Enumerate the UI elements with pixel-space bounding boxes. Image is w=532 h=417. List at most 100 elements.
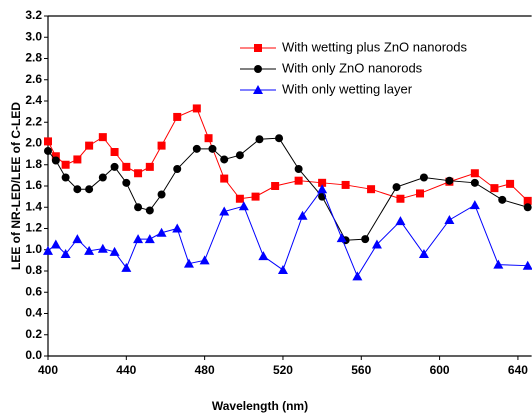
marker [395, 216, 406, 226]
marker [173, 165, 182, 173]
marker [73, 185, 82, 194]
marker [110, 148, 119, 156]
marker [84, 245, 95, 255]
marker [418, 249, 429, 258]
x-tick-label: 400 [38, 363, 58, 377]
series-line [47, 107, 529, 202]
marker [392, 183, 401, 192]
x-tick-label: 640 [508, 363, 528, 377]
marker [470, 169, 479, 178]
marker [208, 144, 217, 153]
y-tick-label: 1.4 [25, 199, 42, 213]
y-tick-label: 2.4 [25, 93, 42, 107]
marker [523, 196, 532, 205]
y-tick-label: 0.4 [25, 306, 42, 320]
marker [72, 234, 83, 244]
marker [73, 155, 82, 164]
y-tick-label: 2.8 [25, 51, 42, 65]
marker [98, 173, 107, 182]
marker [498, 195, 507, 204]
y-tick-label: 0.0 [25, 348, 42, 362]
y-axis-label: LEE of NR-LED/LEE of C-LED [9, 102, 23, 270]
x-tick-label: 520 [273, 363, 293, 377]
series-line [47, 137, 528, 241]
series-line [47, 188, 528, 278]
marker [371, 239, 382, 249]
marker [134, 203, 143, 212]
marker [219, 206, 230, 216]
marker [318, 178, 327, 187]
marker [317, 184, 328, 194]
y-tick-label: 3.2 [25, 8, 42, 22]
marker [121, 262, 132, 272]
marker [294, 165, 303, 173]
marker [44, 146, 52, 155]
marker [145, 162, 154, 171]
marker [173, 112, 182, 121]
marker [61, 173, 70, 182]
marker [367, 185, 376, 194]
marker [255, 135, 264, 144]
marker [352, 271, 363, 281]
marker [522, 260, 532, 270]
y-tick-label: 0.2 [25, 327, 42, 341]
marker [490, 184, 499, 193]
marker [85, 141, 94, 150]
marker [253, 85, 263, 94]
marker [506, 179, 515, 188]
marker [277, 264, 288, 274]
marker [43, 245, 53, 255]
marker [251, 192, 260, 201]
marker [220, 174, 229, 183]
marker [134, 169, 143, 178]
y-tick-label: 1.6 [25, 178, 42, 192]
marker [238, 201, 249, 211]
y-tick-label: 0.8 [25, 263, 42, 277]
x-tick-label: 560 [351, 363, 371, 377]
marker [122, 178, 131, 187]
marker [470, 178, 479, 187]
x-axis-label: Wavelength (nm) [212, 399, 308, 413]
marker [294, 176, 303, 185]
marker [183, 258, 194, 268]
marker [419, 173, 428, 182]
marker [361, 235, 370, 244]
x-tick-label: 440 [116, 363, 136, 377]
marker [444, 215, 455, 224]
marker [258, 251, 269, 261]
marker [144, 234, 155, 244]
y-tick-label: 3.0 [25, 29, 42, 43]
marker [192, 104, 201, 113]
marker [254, 65, 262, 73]
marker [271, 182, 280, 190]
marker [85, 185, 94, 194]
marker [51, 156, 60, 165]
marker [416, 189, 425, 198]
y-tick-label: 2.2 [25, 114, 42, 128]
legend-label: With only wetting layer [282, 81, 413, 96]
legend-label: With only ZnO nanorods [282, 60, 423, 75]
marker [493, 259, 504, 269]
marker [445, 176, 454, 185]
y-tick-label: 1.0 [25, 242, 42, 256]
legend: With wetting plus ZnO nanorods With only … [240, 39, 467, 96]
y-tick-label: 2.6 [25, 72, 42, 86]
marker [61, 160, 70, 169]
marker [157, 190, 166, 199]
marker [122, 162, 131, 171]
marker [51, 152, 60, 161]
marker [60, 249, 71, 258]
marker [109, 246, 120, 256]
x-tick-label: 480 [195, 363, 215, 377]
y-tick-label: 0.6 [25, 284, 42, 298]
marker [44, 137, 52, 146]
marker [396, 194, 405, 203]
marker [336, 233, 347, 243]
marker [157, 141, 166, 150]
marker [50, 239, 61, 249]
marker [199, 255, 210, 265]
marker [469, 200, 480, 210]
marker [523, 203, 532, 212]
marker [204, 134, 213, 143]
